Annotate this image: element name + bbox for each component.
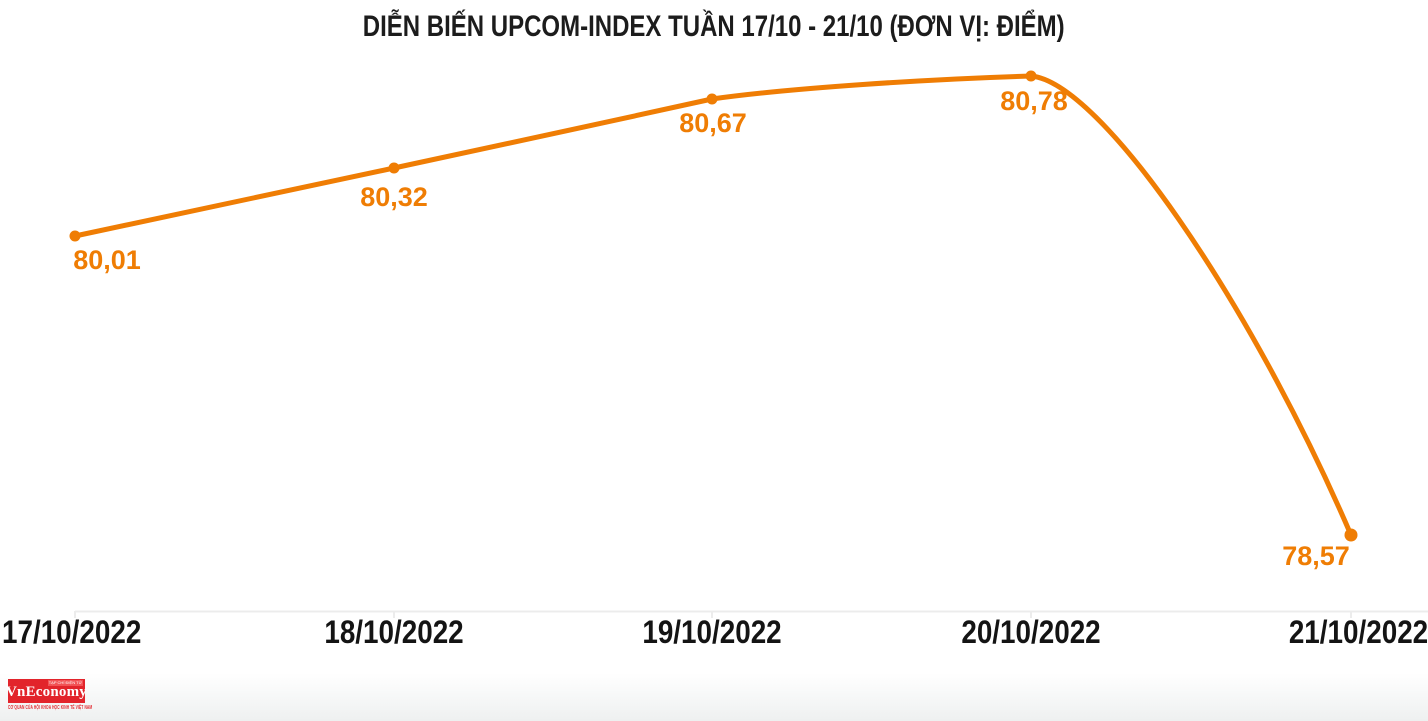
data-point-marker — [706, 93, 718, 105]
data-point-marker — [388, 162, 400, 174]
data-point-markers — [69, 70, 1358, 542]
chart-title-text: DIỄN BIẾN UPCOM-INDEX TUẦN 17/10 - 21/10… — [363, 10, 1065, 43]
x-axis-ticks — [74, 611, 1352, 618]
value-label: 78,57 — [1282, 541, 1350, 571]
logo-tagline: CƠ QUAN CỦA HỘI KHOA HỌC KINH TẾ VIỆT NA… — [8, 705, 93, 711]
x-axis-label: 18/10/2022 — [314, 616, 474, 648]
vneconomy-logo-box: TẠP CHÍ ĐIỆN TỬ VnEconomy — [6, 679, 87, 703]
logo-wordmark: VnEconomy — [6, 684, 87, 700]
x-axis-label-text: 17/10/2022 — [2, 614, 142, 650]
x-axis-label-text: 21/10/2022 — [1288, 614, 1428, 650]
x-axis-label: 17/10/2022 — [2, 616, 162, 648]
x-axis-label-text: 19/10/2022 — [642, 614, 782, 650]
x-axis-label-text: 20/10/2022 — [961, 614, 1101, 650]
data-point-marker — [1344, 528, 1358, 542]
series-line — [72, 73, 1354, 538]
x-axis-label: 19/10/2022 — [632, 616, 792, 648]
x-axis-label-text: 18/10/2022 — [324, 614, 464, 650]
data-point-marker — [69, 230, 81, 242]
logo-tag-text: TẠP CHÍ ĐIỆN TỬ — [47, 680, 83, 686]
vneconomy-logo: TẠP CHÍ ĐIỆN TỬ VnEconomy CƠ QUAN CỦA HỘ… — [6, 679, 98, 711]
chart-title: DIỄN BIẾN UPCOM-INDEX TUẦN 17/10 - 21/10… — [0, 10, 1428, 43]
data-point-marker — [1025, 70, 1037, 82]
value-label: 80,67 — [679, 108, 747, 138]
value-label: 80,32 — [360, 182, 428, 212]
x-axis-label: 20/10/2022 — [951, 616, 1111, 648]
x-axis-label: 21/10/2022 — [1268, 616, 1428, 648]
value-label: 80,01 — [73, 245, 141, 275]
value-label: 80,78 — [1000, 86, 1068, 116]
